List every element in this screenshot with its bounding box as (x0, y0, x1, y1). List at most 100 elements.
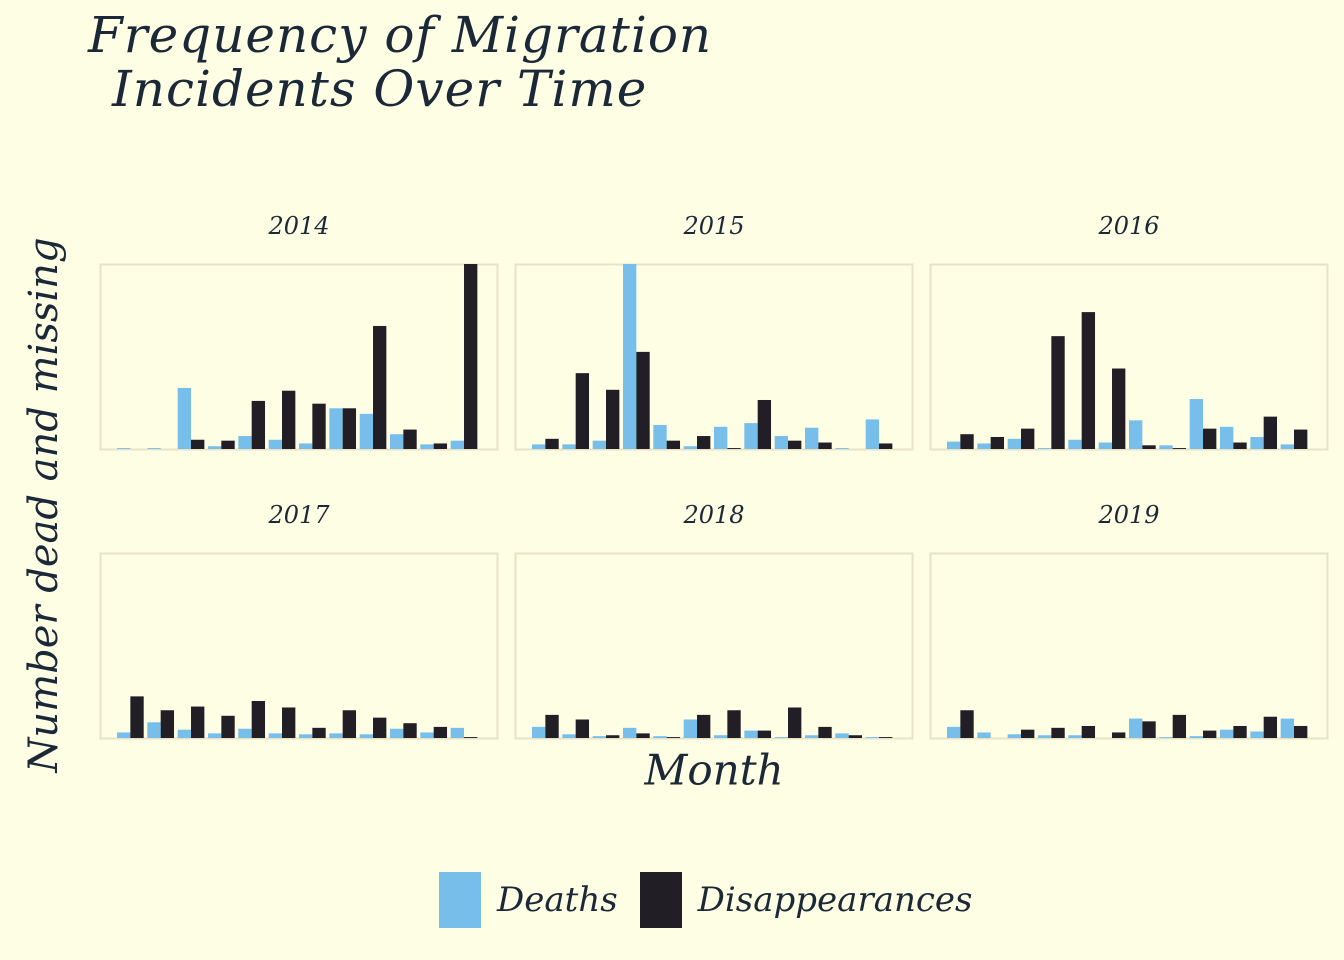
bar-deaths-2018-5 (653, 736, 667, 738)
x-axis-label: Month (644, 745, 784, 795)
bar-deaths-2018-9 (774, 737, 789, 739)
bar-deaths-2014-11 (420, 444, 434, 450)
bar-disappearances-2019-1 (960, 710, 974, 738)
bar-deaths-2014-8 (329, 408, 343, 449)
panel-title-2019: 2019 (1097, 501, 1159, 529)
bar-disappearances-2016-9 (1203, 428, 1217, 449)
bar-disappearances-2019-12 (1294, 725, 1308, 739)
bar-disappearances-2018-3 (606, 735, 620, 738)
bar-disappearances-2016-6 (1112, 368, 1126, 449)
bar-disappearances-2017-9 (373, 717, 387, 738)
bar-disappearances-2018-1 (545, 714, 559, 739)
bar-deaths-2018-3 (592, 736, 607, 738)
bar-deaths-2017-4 (208, 733, 222, 739)
bar-deaths-2015-7 (714, 426, 728, 449)
bar-deaths-2017-5 (238, 728, 252, 738)
bar-deaths-2019-12 (1280, 718, 1295, 739)
bar-disappearances-2019-7 (1142, 721, 1156, 738)
bar-disappearances-2016-7 (1142, 445, 1156, 449)
bar-deaths-2017-3 (177, 729, 192, 738)
bar-disappearances-2015-8 (757, 399, 772, 450)
bar-deaths-2019-1 (947, 726, 961, 738)
chart-title-line2: Incidents Over Time (112, 60, 648, 118)
bar-deaths-2014-12 (450, 440, 465, 449)
bar-disappearances-2017-2 (160, 710, 175, 738)
bar-deaths-2018-8 (744, 730, 758, 738)
bar-deaths-2014-4 (208, 446, 222, 449)
legend-label-disappearances: Disappearances (697, 880, 973, 920)
bar-disappearances-2017-6 (282, 707, 296, 739)
bar-deaths-2016-2 (977, 443, 991, 449)
bar-disappearances-2014-3 (191, 439, 205, 449)
legend: Deaths Disappearances (439, 871, 994, 929)
bar-deaths-2017-7 (299, 734, 313, 738)
legend-swatch-deaths (439, 872, 481, 928)
chart-title-line1: Frequency of Migration (88, 6, 713, 64)
bar-deaths-2016-4 (1038, 448, 1052, 449)
bar-deaths-2016-8 (1159, 445, 1173, 449)
panel-frame (514, 552, 914, 740)
bar-disappearances-2019-9 (1203, 730, 1217, 738)
bar-disappearances-2019-8 (1172, 714, 1187, 739)
bar-deaths-2017-1 (117, 732, 131, 738)
bar-disappearances-2015-4 (636, 351, 650, 450)
bar-deaths-2019-3 (1007, 734, 1022, 738)
panel-title-2017: 2017 (267, 501, 330, 529)
bar-deaths-2019-4 (1038, 735, 1052, 738)
bar-deaths-2019-8 (1159, 737, 1173, 739)
bar-disappearances-2014-5 (251, 400, 266, 449)
bar-disappearances-2015-10 (818, 442, 832, 449)
panel-frame (99, 552, 499, 740)
bar-disappearances-2017-7 (312, 727, 326, 739)
bar-deaths-2018-6 (683, 719, 698, 738)
bar-disappearances-2016-10 (1233, 442, 1247, 449)
bar-disappearances-2015-12 (879, 443, 893, 449)
bar-deaths-2015-6 (683, 446, 698, 449)
bar-deaths-2014-3 (177, 387, 192, 449)
bar-deaths-2015-4 (623, 264, 637, 449)
bar-deaths-2016-1 (947, 441, 961, 449)
bar-disappearances-2019-5 (1081, 725, 1096, 739)
bar-disappearances-2014-11 (433, 443, 448, 449)
bar-deaths-2018-4 (623, 727, 637, 739)
bar-deaths-2014-9 (359, 413, 374, 449)
bar-deaths-2015-1 (532, 444, 546, 450)
panel-2019: 2019 (929, 501, 1329, 740)
chart-title: Frequency of Migration Incidents Over Ti… (88, 8, 788, 116)
bar-deaths-2017-12 (450, 727, 465, 739)
bar-deaths-2017-10 (390, 728, 404, 738)
bar-disappearances-2018-9 (788, 707, 802, 739)
bar-disappearances-2015-6 (697, 436, 711, 449)
bar-deaths-2019-10 (1220, 729, 1234, 738)
bar-deaths-2014-6 (268, 439, 283, 449)
bar-deaths-2015-5 (653, 424, 667, 449)
bar-disappearances-2015-3 (606, 389, 620, 449)
bar-disappearances-2014-4 (221, 440, 235, 449)
bar-disappearances-2018-10 (818, 726, 832, 738)
bar-deaths-2015-3 (592, 440, 607, 449)
bar-deaths-2015-9 (774, 436, 789, 449)
bar-deaths-2017-11 (420, 732, 434, 738)
bar-disappearances-2018-7 (727, 710, 741, 738)
bar-disappearances-2016-11 (1263, 416, 1278, 450)
bar-deaths-2014-1 (117, 448, 131, 449)
panel-frame (99, 263, 499, 451)
bar-deaths-2014-10 (390, 434, 404, 449)
bar-disappearances-2016-12 (1294, 429, 1308, 449)
bar-deaths-2016-11 (1250, 436, 1264, 450)
bar-deaths-2016-9 (1189, 399, 1204, 449)
bar-disappearances-2016-8 (1172, 448, 1187, 449)
bar-disappearances-2018-2 (575, 719, 590, 738)
bar-deaths-2017-9 (359, 734, 374, 738)
bar-deaths-2017-8 (329, 733, 343, 739)
bar-deaths-2015-10 (805, 427, 819, 450)
bar-deaths-2014-7 (299, 443, 313, 449)
bar-deaths-2014-2 (147, 448, 161, 449)
bar-deaths-2019-7 (1129, 718, 1143, 739)
bar-deaths-2014-5 (238, 436, 252, 449)
bar-deaths-2016-7 (1129, 420, 1143, 449)
bar-deaths-2019-11 (1250, 731, 1264, 738)
panel-title-2015: 2015 (682, 212, 744, 240)
bar-deaths-2017-2 (147, 722, 161, 738)
